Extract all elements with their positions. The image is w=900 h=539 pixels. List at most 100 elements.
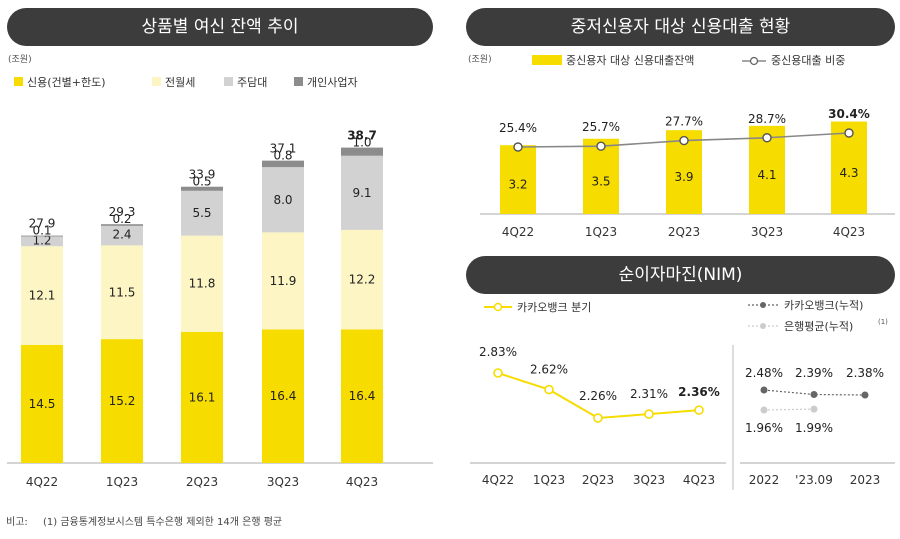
bar-4Q22-series-2	[21, 236, 63, 247]
x-tick-4Q23: 4Q23	[346, 475, 378, 489]
nim-kakao-cum-point-2	[861, 391, 869, 399]
nim-bank-avg-line	[763, 408, 815, 411]
rb-cum-x-tick-0: 2022	[749, 473, 780, 487]
mid-ratio-label-3Q23: 28.7%	[748, 112, 786, 126]
bar-2Q23-series-1	[181, 235, 223, 332]
legend-marker-mid-ratio	[749, 56, 759, 66]
rb-x-tick-3Q23: 3Q23	[633, 473, 665, 487]
mid-ratio-point-3Q23	[762, 133, 772, 143]
bar-value-1Q23-series-2: 2.4	[112, 228, 131, 242]
nim-bank-avg-point-1	[810, 405, 818, 413]
bar-1Q23-series-0	[101, 339, 143, 463]
bar-4Q22-series-3	[21, 235, 63, 237]
bar-4Q23-series-0	[341, 329, 383, 463]
x-tick-3Q23: 3Q23	[267, 475, 299, 489]
nim-quarterly-label-2Q23: 2.26%	[579, 389, 617, 403]
nim-quarterly-label-4Q23: 2.36%	[678, 385, 720, 399]
legend-marker-bank-avg	[760, 323, 766, 329]
mid-ratio-label-2Q23: 27.7%	[665, 115, 703, 129]
nim-bank-avg-point-0	[760, 406, 768, 414]
nim-quarterly-point-3Q23	[644, 409, 654, 419]
bar-3Q23-series-1	[262, 232, 304, 330]
rb-x-tick-4Q23: 4Q23	[683, 473, 715, 487]
bar-value-3Q23-series-0: 16.4	[270, 389, 297, 403]
nim-kakao-cum-label-1: 2.39%	[795, 366, 833, 380]
legend-label-credit: 신용(건별+한도)	[27, 76, 106, 89]
legend-label-sme: 개인사업자	[307, 76, 358, 89]
bar-value-4Q23-series-1: 12.2	[349, 273, 376, 287]
nim-kakao-cum-label-2: 2.38%	[846, 366, 884, 380]
nim-kakao-cum-line	[763, 389, 866, 396]
right-bottom-chart-title: 순이자마진(NIM)	[466, 256, 895, 294]
rb-cum-x-tick-2: 2023	[850, 473, 881, 487]
x-tick-2Q23: 2Q23	[186, 475, 218, 489]
nim-kakao-cum-point-0	[760, 386, 768, 394]
bar-value-2Q23-series-2: 5.5	[192, 206, 211, 220]
legend-marker-kb-cum	[760, 302, 766, 308]
right-top-chart-title: 중저신용자 대상 신용대출 현황	[466, 8, 895, 46]
x-tick-1Q23: 1Q23	[106, 475, 138, 489]
bar-total-1Q23: 29.3	[109, 205, 136, 219]
rt-x-tick-4Q22: 4Q22	[502, 225, 534, 239]
bar-2Q23-series-2	[181, 190, 223, 236]
bar-value-2Q23-series-0: 16.1	[189, 390, 216, 404]
legend-swatch-sme	[294, 77, 303, 86]
mid-ratio-label-4Q23: 30.4%	[828, 107, 870, 121]
bar-1Q23-series-2	[101, 225, 143, 246]
legend-marker-quarterly	[493, 302, 503, 312]
rt-x-tick-2Q23: 2Q23	[668, 225, 700, 239]
x-tick-4Q22: 4Q22	[26, 475, 58, 489]
rt-x-tick-4Q23: 4Q23	[833, 225, 865, 239]
bar-3Q23-series-0	[262, 329, 304, 463]
bar-4Q23-series-2	[341, 155, 383, 230]
bar-value-3Q23-series-3: 0.8	[273, 149, 292, 163]
legend-label-kb-cum: 카카오뱅크(누적)	[784, 299, 863, 312]
bar-4Q22-series-0	[21, 344, 63, 463]
legend-label-mortgage: 주담대	[237, 76, 267, 89]
nim-quarterly-point-4Q22	[493, 368, 503, 378]
legend-label-jeonse: 전월세	[165, 76, 195, 89]
bar-value-3Q23-series-2: 8.0	[273, 193, 292, 207]
bar-value-4Q23-series-3: 1.0	[352, 136, 371, 150]
rb-x-tick-4Q22: 4Q22	[482, 473, 514, 487]
mid-credit-value-1Q23: 3.5	[591, 174, 610, 188]
rt-x-tick-1Q23: 1Q23	[585, 225, 617, 239]
bar-value-4Q23-series-0: 16.4	[349, 389, 376, 403]
bar-3Q23-series-3	[262, 160, 304, 168]
mid-ratio-label-4Q22: 25.4%	[499, 121, 537, 135]
legend-label-mid-ratio: 중신용대출 비중	[771, 54, 845, 67]
bar-4Q22-series-1	[21, 246, 63, 345]
bar-3Q23-series-2	[262, 167, 304, 233]
nim-kakao-cum-label-0: 2.48%	[745, 366, 783, 380]
mid-ratio-label-1Q23: 25.7%	[582, 120, 620, 134]
nim-quarterly-label-4Q22: 2.83%	[479, 345, 517, 359]
bar-value-1Q23-series-3: 0.2	[112, 212, 131, 226]
legend-swatch-mortgage	[224, 77, 233, 86]
nim-quarterly-point-4Q23	[694, 405, 704, 415]
rb-cum-x-tick-1: '23.09	[795, 473, 833, 487]
bar-total-2Q23: 33.9	[189, 168, 216, 182]
rt-x-tick-3Q23: 3Q23	[751, 225, 783, 239]
legend-label-quarterly: 카카오뱅크 분기	[517, 301, 591, 314]
nim-quarterly-point-2Q23	[593, 413, 603, 423]
mid-credit-bar-1Q23	[583, 138, 619, 214]
bar-value-1Q23-series-1: 11.5	[109, 285, 136, 299]
mid-credit-bar-4Q22	[500, 145, 536, 214]
mid-credit-value-4Q23: 4.3	[839, 166, 858, 180]
nim-bank-avg-label-0: 1.96%	[745, 421, 783, 435]
bar-value-1Q23-series-0: 15.2	[109, 394, 136, 408]
bar-value-2Q23-series-3: 0.5	[192, 175, 211, 189]
bar-2Q23-series-0	[181, 331, 223, 463]
bar-total-4Q23: 38.7	[347, 129, 377, 143]
mid-ratio-point-2Q23	[679, 135, 689, 146]
nim-quarterly-label-1Q23: 2.62%	[530, 363, 568, 377]
bar-2Q23-series-3	[181, 186, 223, 191]
legend-label-bank-avg: 은행평균(누적)	[784, 320, 853, 333]
bar-value-3Q23-series-1: 11.9	[270, 274, 297, 288]
bar-1Q23-series-1	[101, 245, 143, 340]
nim-kakao-cum-point-1	[810, 391, 818, 398]
bar-4Q23-series-1	[341, 229, 383, 330]
bar-value-4Q22-series-1: 12.1	[29, 289, 56, 303]
footnote: 비고: (1) 금융통계정보시스템 특수은행 제외한 14개 은행 평균	[6, 513, 294, 528]
